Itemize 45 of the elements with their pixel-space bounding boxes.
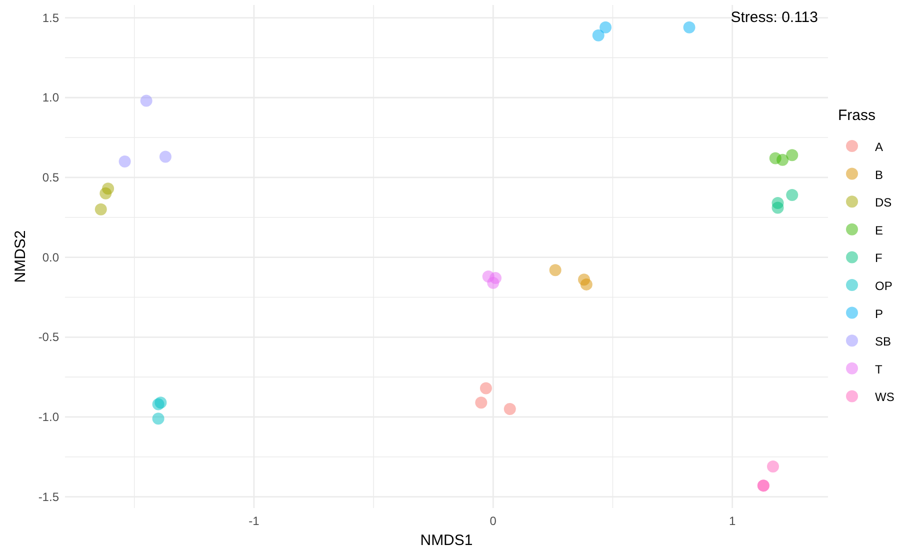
point bbox=[100, 187, 112, 200]
legend-label: P bbox=[875, 306, 884, 321]
y-tick-label: -0.5 bbox=[38, 330, 60, 344]
point bbox=[776, 154, 789, 166]
x-tick-label: 0 bbox=[490, 514, 497, 528]
y-tick-label: -1.0 bbox=[38, 410, 60, 424]
point bbox=[600, 21, 612, 34]
point bbox=[480, 382, 492, 394]
y-tick-label: 0.5 bbox=[42, 170, 60, 184]
point bbox=[786, 189, 798, 202]
point bbox=[772, 202, 784, 214]
legend-label: DS bbox=[875, 196, 892, 210]
point bbox=[152, 412, 164, 425]
legend-label: WS bbox=[875, 390, 894, 404]
point bbox=[683, 21, 696, 34]
legend-label: OP bbox=[875, 279, 892, 293]
point bbox=[140, 94, 152, 107]
point bbox=[159, 150, 172, 163]
point bbox=[475, 396, 488, 409]
point bbox=[580, 278, 592, 290]
point bbox=[504, 402, 516, 415]
legend-label: A bbox=[875, 140, 884, 154]
y-tick-label: -1.5 bbox=[38, 490, 60, 504]
x-axis-title: NMDS1 bbox=[420, 532, 473, 549]
point bbox=[592, 29, 604, 42]
point bbox=[94, 203, 107, 216]
legend-label: E bbox=[875, 223, 884, 238]
y-axis-title: NMDS2 bbox=[12, 230, 29, 283]
y-tick-label: 0.0 bbox=[42, 250, 60, 264]
x-tick-label: -1 bbox=[248, 514, 260, 528]
point bbox=[786, 149, 798, 162]
x-tick-label: 1 bbox=[728, 514, 736, 528]
point bbox=[154, 396, 167, 409]
legend-label: F bbox=[875, 251, 882, 266]
y-tick-label: 1.0 bbox=[42, 90, 60, 105]
annotation: Stress: 0.113 bbox=[730, 9, 818, 26]
legend-label: SB bbox=[875, 334, 892, 349]
point bbox=[487, 276, 500, 289]
legend-label: T bbox=[875, 362, 883, 376]
legend-title: Frass bbox=[838, 107, 876, 124]
point bbox=[118, 155, 131, 168]
legend-label: B bbox=[875, 168, 884, 182]
point bbox=[766, 460, 779, 472]
y-tick-label: 1.5 bbox=[42, 10, 60, 25]
point bbox=[549, 264, 562, 276]
